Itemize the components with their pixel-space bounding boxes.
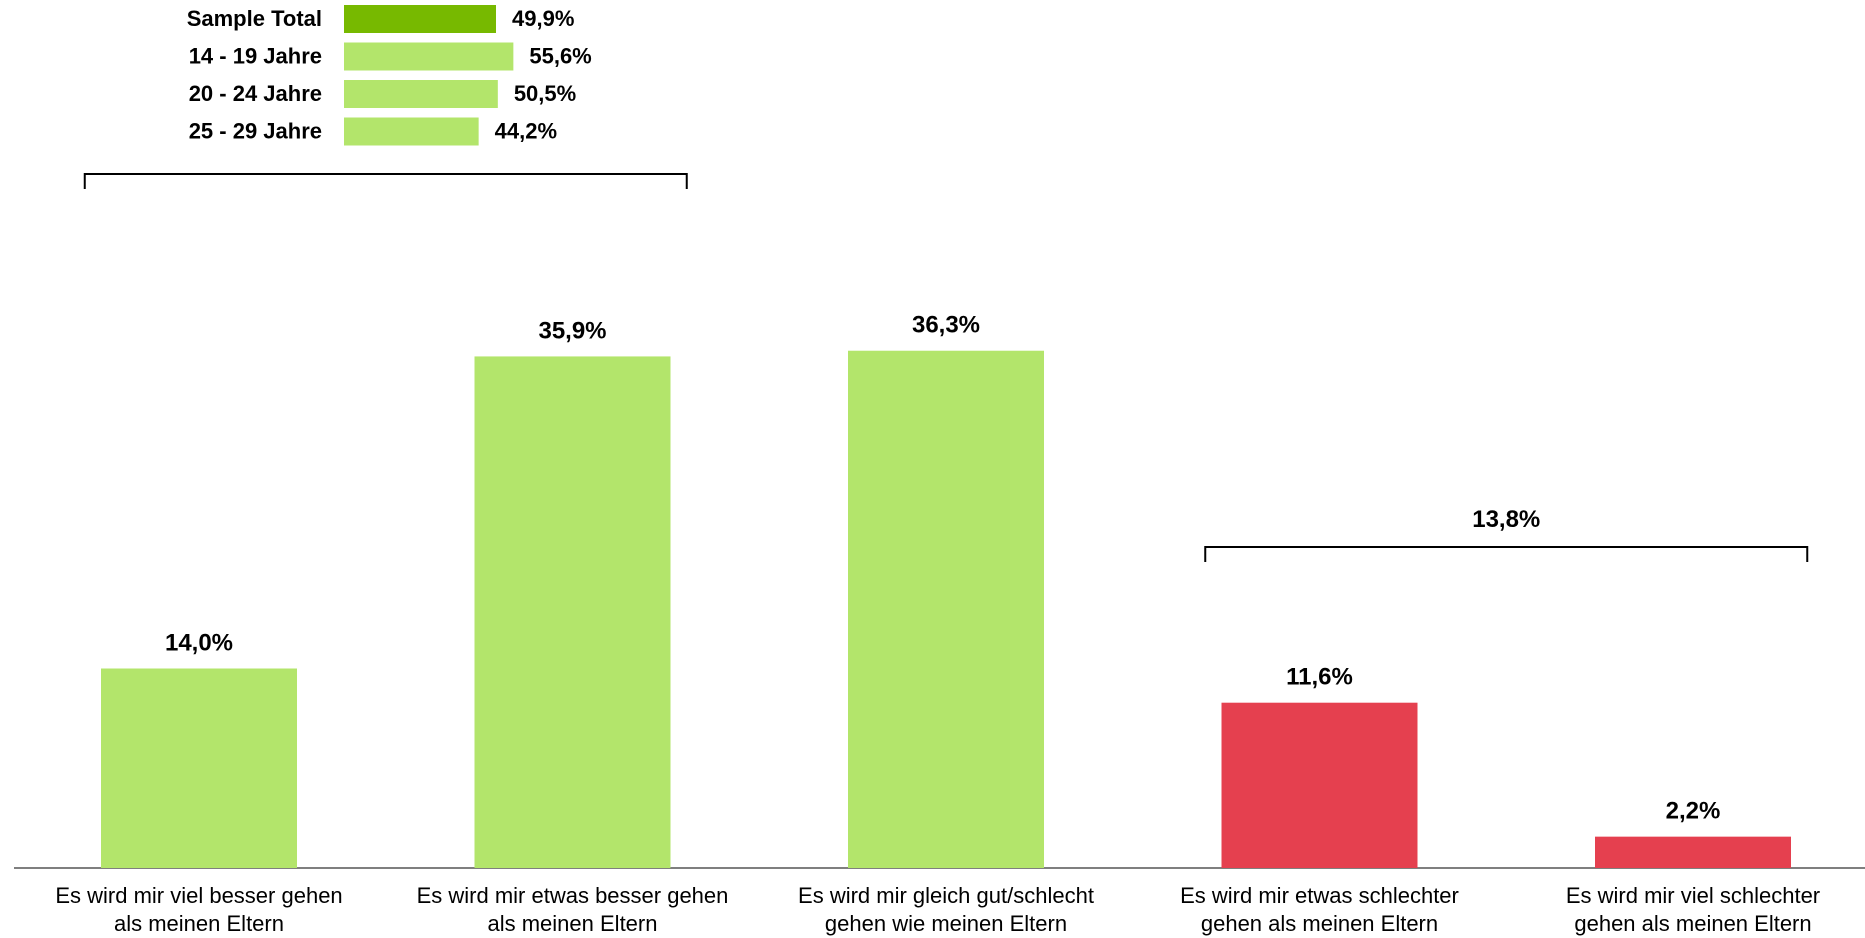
bar-0 [101, 668, 297, 868]
x-tick-label-0-0: Es wird mir viel besser gehen [55, 883, 342, 908]
inset-bar-3 [344, 117, 479, 146]
inset-value-label-3: 44,2% [495, 119, 557, 144]
x-tick-label-1-1: als meinen Eltern [488, 911, 658, 936]
inset-value-label-2: 50,5% [514, 81, 576, 106]
x-tick-label-1-0: Es wird mir etwas besser gehen [417, 883, 729, 908]
x-tick-label-2-0: Es wird mir gleich gut/schlecht [798, 883, 1094, 908]
bar-value-label-2: 36,3% [912, 312, 980, 339]
bar-1 [474, 356, 671, 868]
bracket-1 [1204, 546, 1809, 562]
bar-value-label-1: 35,9% [538, 317, 606, 344]
x-tick-label-4-0: Es wird mir viel schlechter [1566, 883, 1820, 908]
inset-category-label-3: 25 - 29 Jahre [189, 119, 322, 144]
bar-2 [848, 350, 1044, 869]
inset-category-label-2: 20 - 24 Jahre [189, 81, 322, 106]
bar-value-label-3: 11,6% [1286, 664, 1353, 691]
inset-bar-0 [344, 5, 496, 33]
bar-value-label-4: 2,2% [1666, 798, 1721, 825]
inset-bar-1 [344, 42, 514, 71]
x-tick-label-2-1: gehen wie meinen Eltern [825, 911, 1067, 936]
inset-bar-2 [344, 80, 498, 108]
bar-3 [1221, 702, 1418, 868]
inset-category-label-1: 14 - 19 Jahre [189, 44, 322, 69]
inset-category-label-0: Sample Total [187, 6, 322, 31]
x-tick-label-3-1: gehen als meinen Eltern [1201, 911, 1438, 936]
inset-value-label-1: 55,6% [529, 44, 591, 69]
bar-4 [1595, 836, 1791, 868]
x-tick-label-3-0: Es wird mir etwas schlechter [1180, 883, 1459, 908]
bracket-0 [83, 173, 688, 189]
x-tick-label-4-1: gehen als meinen Eltern [1574, 911, 1811, 936]
bar-value-label-0: 14,0% [165, 630, 233, 657]
bracket-value-label-1: 13,8% [1472, 506, 1540, 533]
x-tick-label-0-1: als meinen Eltern [114, 911, 284, 936]
inset-value-label-0: 49,9% [512, 6, 574, 31]
